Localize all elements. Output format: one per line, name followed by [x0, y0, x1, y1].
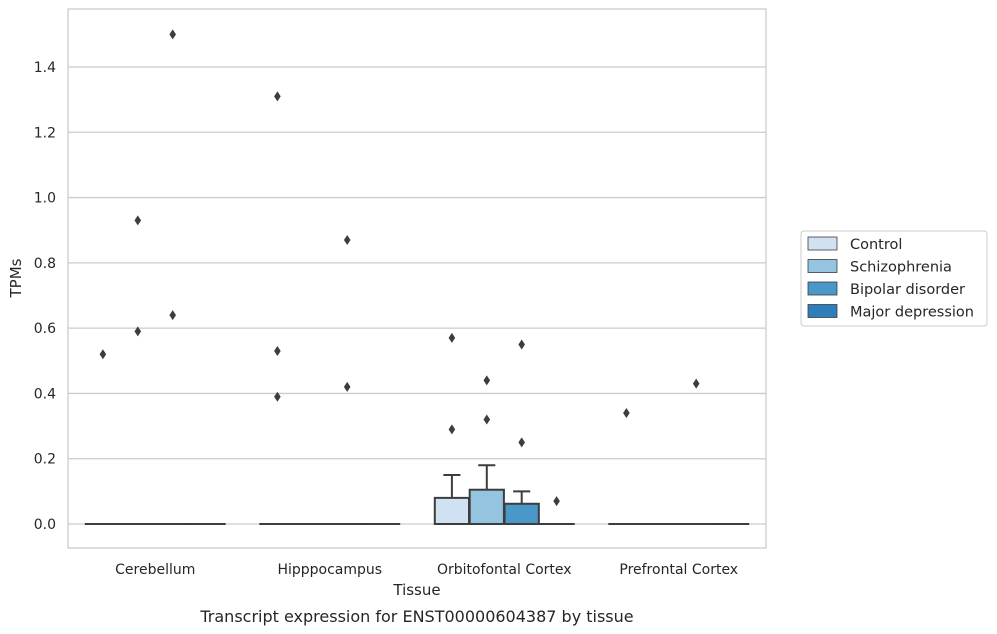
- y-tick-label: 0.0: [34, 517, 56, 533]
- chart-caption: Transcript expression for ENST0000060438…: [199, 607, 633, 626]
- y-tick-label: 0.2: [34, 452, 56, 468]
- outlier-point: [448, 332, 456, 343]
- outlier-point: [274, 391, 281, 402]
- plot-frame: [67, 8, 767, 549]
- legend-frame: [800, 230, 988, 327]
- outlier-point: [448, 424, 456, 435]
- outlier-point: [274, 345, 281, 356]
- outlier-point: [553, 496, 560, 507]
- outlier-point: [483, 375, 491, 386]
- outlier-point: [169, 310, 176, 321]
- y-tick-labels: 0.0 0.2 0.4 0.6 0.8 1.0 1.2 1.4: [34, 60, 56, 533]
- outlier-point: [623, 408, 630, 419]
- outlier-point: [99, 349, 107, 360]
- legend-label: Schizophrenia: [850, 260, 952, 276]
- y-axis-title: TPMs: [7, 258, 25, 298]
- grid-lines: [68, 66, 766, 525]
- outlier-point: [134, 326, 142, 337]
- legend-swatch: [807, 304, 838, 318]
- box: [503, 502, 540, 525]
- outlier-point: [518, 437, 525, 448]
- x-tick-label: Orbitofontal Cortex: [437, 562, 572, 578]
- x-axis-title: Tissue: [392, 581, 440, 599]
- y-tick-label: 0.8: [34, 256, 56, 272]
- y-tick-label: 1.2: [34, 125, 56, 141]
- x-tick-label: Hipppocampus: [277, 562, 382, 578]
- outlier-point: [343, 235, 351, 246]
- outlier-point: [483, 414, 491, 425]
- outlier-point: [169, 29, 176, 40]
- legend-label: Major depression: [850, 305, 974, 321]
- outlier-point: [274, 91, 281, 102]
- x-tick-labels: Cerebellum Hipppocampus Orbitofontal Corte…: [115, 562, 738, 578]
- legend-swatch: [807, 259, 838, 273]
- outlier-point: [518, 339, 525, 350]
- x-tick-label: Prefrontal Cortex: [619, 562, 738, 578]
- box: [468, 488, 505, 526]
- legend-label: Bipolar disorder: [850, 282, 965, 298]
- box: [433, 496, 471, 525]
- x-tick-label: Cerebellum: [115, 562, 195, 578]
- legend-swatch: [807, 236, 838, 251]
- y-tick-label: 1.0: [34, 191, 56, 207]
- y-tick-label: 0.6: [34, 321, 56, 337]
- legend-label: Control: [850, 237, 902, 253]
- box-series: [84, 464, 750, 526]
- outlier-point: [134, 215, 142, 226]
- outlier-points: [99, 29, 700, 507]
- y-tick-label: 1.4: [34, 60, 56, 76]
- y-tick-label: 0.4: [34, 386, 56, 402]
- outlier-point: [343, 381, 351, 392]
- outlier-point: [692, 378, 700, 389]
- legend: Control Schizophrenia Bipolar disorder Majo…: [800, 230, 988, 327]
- legend-swatch: [807, 281, 838, 296]
